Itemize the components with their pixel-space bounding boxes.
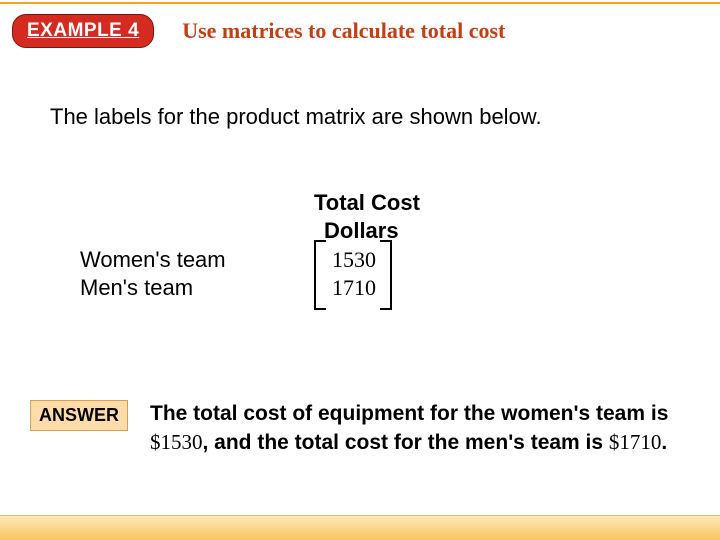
answer-p1: The total cost of equipment for the wome… (150, 402, 668, 425)
header-row: EXAMPLE 4 Use matrices to calculate tota… (12, 14, 505, 48)
answer-row: ANSWER The total cost of equipment for t… (30, 400, 690, 457)
row-label-0: Women's team (80, 246, 226, 274)
answer-p2: , and the total cost for the men's team … (203, 431, 609, 454)
answer-text: The total cost of equipment for the wome… (150, 400, 670, 457)
example-badge: EXAMPLE 4 (12, 14, 154, 48)
answer-money-1: $1530 (150, 430, 203, 454)
top-rule (0, 2, 720, 4)
header-title: Use matrices to calculate total cost (182, 18, 505, 44)
bracket-left-icon (314, 240, 326, 310)
matrix-value-1: 1710 (332, 274, 376, 302)
answer-money-2: $1710 (609, 430, 662, 454)
answer-badge: ANSWER (30, 400, 128, 431)
matrix-value-0: 1530 (332, 246, 376, 274)
matrix-values: 1530 1710 (332, 246, 376, 302)
matrix-title: Total Cost (314, 190, 420, 216)
row-label-1: Men's team (80, 274, 226, 302)
answer-p3: . (661, 431, 667, 454)
matrix-row-labels: Women's team Men's team (80, 246, 226, 302)
intro-text: The labels for the product matrix are sh… (50, 104, 542, 130)
bracket-right-icon (380, 240, 392, 310)
bottom-band (0, 515, 720, 540)
